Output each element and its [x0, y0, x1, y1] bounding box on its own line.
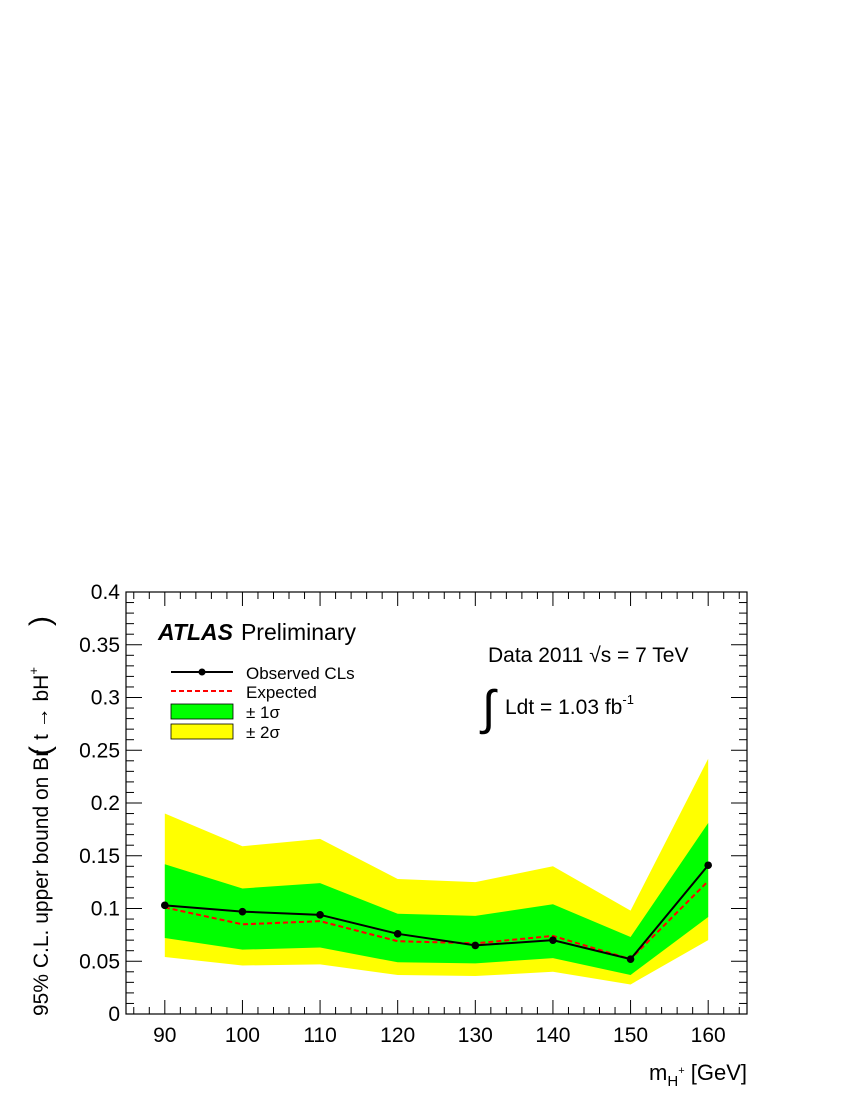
- y-axis-label-sup: +: [26, 667, 41, 675]
- x-axis-label: mH+ [GeV]: [649, 1060, 747, 1090]
- observed-point: [626, 955, 635, 963]
- x-axis-label-main: m: [649, 1060, 667, 1085]
- legend: Observed CLs Expected ± 1σ ± 2σ: [170, 664, 355, 742]
- atlas-experiment: ATLAS: [157, 619, 234, 645]
- legend-2sigma-box: [170, 723, 234, 740]
- x-axis-label-sub: H: [667, 1073, 678, 1090]
- y-tick-labels: 0 0.05 0.1 0.15 0.2 0.25 0.3 0.35 0.4: [79, 581, 120, 1026]
- x-axis-label-unit: [GeV]: [685, 1060, 747, 1085]
- x-tick-label: 140: [535, 1024, 570, 1047]
- bands-group: [164, 758, 709, 985]
- sqrt-symbol: √: [589, 644, 601, 667]
- x-tick-label: 110: [303, 1024, 336, 1047]
- y-tick-label: 0.05: [79, 950, 120, 973]
- observed-point: [316, 911, 324, 919]
- y-tick-label: 0.4: [91, 581, 121, 604]
- x-tick-label: 160: [691, 1024, 726, 1047]
- x-tick-label: 130: [458, 1024, 493, 1047]
- legend-1sigma-label: ± 1σ: [246, 703, 281, 722]
- energy-label: Data 2011 √s = 7 TeV: [488, 644, 688, 667]
- x-tick-labels: 90 100 110 120 130 140 150 160: [153, 1024, 726, 1047]
- x-axis-label-sup: +: [678, 1065, 684, 1077]
- x-tick-label: 100: [225, 1024, 260, 1047]
- y-tick-label: 0: [108, 1003, 120, 1026]
- axis-ticks: [126, 591, 747, 1015]
- y-tick-label: 0.35: [79, 634, 120, 657]
- luminosity-label: Ldt = 1.03 fb-1: [505, 692, 634, 719]
- integral-symbol: ∫: [479, 682, 498, 735]
- legend-observed-label: Observed CLs: [246, 664, 355, 683]
- luminosity-text: Ldt = 1.03 fb: [505, 696, 622, 719]
- data-year: Data 2011: [488, 644, 589, 667]
- y-axis-label: 95% C.L. upper bound on Br ( t → bH+ ): [24, 616, 57, 1016]
- energy-value: s = 7 TeV: [601, 644, 689, 667]
- svg-text:95% C.L. upper bound on Br: 95% C.L. upper bound on Br: [30, 750, 53, 1016]
- y-tick-label: 0.3: [91, 687, 120, 710]
- band-1sigma: [164, 823, 709, 975]
- observed-point: [393, 930, 402, 938]
- x-tick-label: 90: [153, 1024, 176, 1047]
- legend-expected-label: Expected: [246, 683, 317, 702]
- observed-point: [704, 861, 712, 870]
- observed-line: [164, 864, 709, 961]
- atlas-status: Preliminary: [241, 619, 357, 645]
- y-tick-label: 0.1: [91, 898, 120, 921]
- observed-point: [471, 941, 480, 950]
- observed-point: [549, 936, 557, 944]
- observed-point: [238, 907, 247, 916]
- x-tick-label: 150: [613, 1024, 648, 1047]
- legend-1sigma-box: [170, 703, 234, 720]
- atlas-label: ATLAS Preliminary: [157, 619, 356, 645]
- x-tick-label: 120: [380, 1024, 415, 1047]
- luminosity-exp: -1: [622, 692, 634, 707]
- y-tick-label: 0.15: [79, 845, 120, 868]
- series-group: [161, 861, 712, 963]
- y-tick-label: 0.25: [79, 739, 120, 762]
- y-tick-label: 0.2: [91, 792, 120, 815]
- legend-2sigma-label: ± 2σ: [246, 723, 281, 742]
- legend-observed-marker: [198, 668, 206, 676]
- y-axis-open-brace: (: [24, 746, 57, 756]
- observed-point: [161, 901, 169, 910]
- svg-text:t → bH+: t → bH+: [26, 667, 53, 740]
- y-axis-label-inner: t → bH: [30, 675, 53, 740]
- y-axis-close-brace: ): [24, 616, 57, 626]
- y-axis-label-main: 95% C.L. upper bound on Br: [30, 750, 53, 1016]
